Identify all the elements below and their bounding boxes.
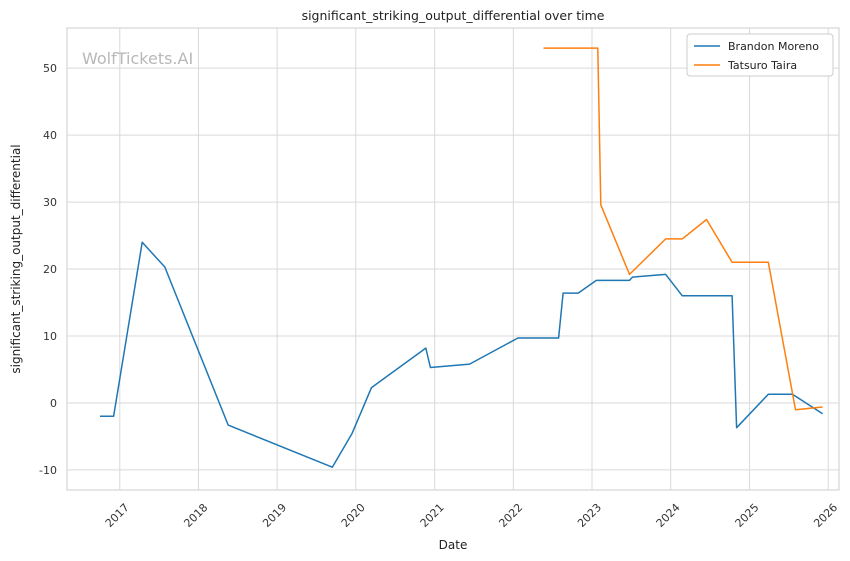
x-tick-label: 2020 (339, 501, 368, 530)
x-axis-label: Date (439, 538, 468, 552)
y-tick-label: 20 (43, 263, 57, 276)
legend-box (686, 33, 834, 77)
legend-label-tatsuro-taira: Tatsuro Taira (727, 59, 797, 72)
legend-label-brandon-moreno: Brandon Moreno (728, 40, 819, 53)
plot-background (66, 27, 840, 491)
series-lines (100, 47, 824, 468)
series-line-brandon-moreno (100, 241, 824, 468)
x-tick-label: 2018 (181, 501, 210, 530)
x-axis-ticks: 2017 2018 2019 2020 2021 2022 2023 2024 2025 2026 (103, 501, 840, 530)
watermark: WolfTickets.AI (82, 49, 193, 68)
x-tick-label: 2019 (260, 501, 289, 530)
x-tick-label: 2017 (103, 501, 132, 530)
y-axis-ticks: -10 0 10 20 30 40 50 (39, 62, 57, 477)
x-tick-label: 2026 (811, 501, 840, 530)
series-line-tatsuro-taira (543, 47, 823, 411)
y-tick-label: -10 (39, 464, 57, 477)
y-tick-label: 40 (43, 129, 57, 142)
chart-title: significant_striking_output_differential… (302, 8, 605, 23)
grid-lines (67, 28, 839, 490)
legend: Brandon Moreno Tatsuro Taira (686, 33, 834, 77)
x-tick-label: 2024 (654, 501, 683, 530)
x-tick-label: 2025 (733, 501, 762, 530)
x-tick-label: 2023 (575, 501, 604, 530)
y-tick-label: 50 (43, 62, 57, 75)
y-tick-label: 30 (43, 196, 57, 209)
x-tick-label: 2021 (418, 501, 447, 530)
y-tick-label: 10 (43, 330, 57, 343)
y-axis-label: significant_striking_output_differential (9, 144, 23, 373)
x-tick-label: 2022 (496, 501, 525, 530)
y-tick-label: 0 (50, 397, 57, 410)
